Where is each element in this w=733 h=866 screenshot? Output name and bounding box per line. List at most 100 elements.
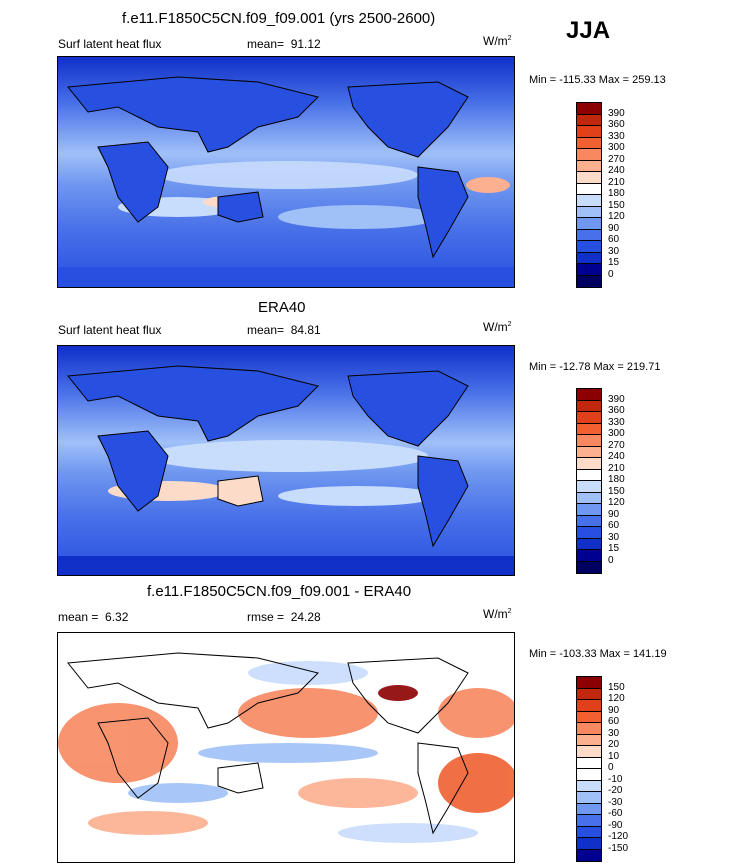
colorbar-tick-label: 330 — [608, 130, 625, 142]
colorbar-tick-label: -150 — [608, 842, 629, 854]
panel2-variable-label: Surf latent heat flux — [58, 323, 162, 337]
colorbar-swatch — [577, 264, 601, 276]
colorbar-tick-label: 120 — [608, 693, 625, 704]
panel2-colorbar — [576, 388, 602, 574]
colorbar-swatch — [577, 126, 601, 138]
colorbar-tick-label: 10 — [608, 750, 620, 762]
panel1-title: f.e11.F1850C5CN.f09_f09.001 (yrs 2500-26… — [122, 10, 436, 27]
colorbar-swatch — [577, 792, 601, 804]
colorbar-tick-label: 0 — [608, 762, 614, 773]
panel2-mean-label: mean= — [247, 323, 285, 337]
colorbar-tick-label: -90 — [608, 819, 623, 831]
panel3-units-exp: 2 — [507, 608, 512, 615]
panel1-mean-value: 91.12 — [290, 37, 321, 51]
colorbar-swatch — [577, 275, 601, 287]
panel3-rmse-label: rmse = — [247, 610, 285, 624]
colorbar-swatch — [577, 838, 601, 850]
panel3-map-svg — [58, 633, 514, 862]
colorbar-tick-label: 150 — [608, 485, 625, 497]
colorbar-swatch — [577, 481, 601, 493]
colorbar-swatch — [577, 458, 601, 470]
colorbar-swatch — [577, 803, 601, 815]
panel3-units: W/m2 — [483, 607, 512, 621]
panel1-units-base: W/m — [483, 34, 508, 48]
colorbar-tick-label: 60 — [608, 234, 620, 245]
colorbar-swatch — [577, 195, 601, 207]
colorbar-tick-label: 90 — [608, 222, 620, 234]
colorbar-swatch — [577, 504, 601, 516]
panel2-map — [57, 345, 515, 576]
panel3-units-base: W/m — [483, 607, 508, 621]
colorbar-swatch — [577, 734, 601, 746]
colorbar-tick-label: 30 — [608, 727, 620, 739]
panel3-title: f.e11.F1850C5CN.f09_f09.001 - ERA40 — [147, 583, 412, 600]
panel2-units-base: W/m — [483, 320, 508, 334]
colorbar-swatch — [577, 412, 601, 424]
colorbar-tick-label: 180 — [608, 474, 625, 485]
colorbar-tick-label: 120 — [608, 497, 625, 508]
panel1-variable-label: Surf latent heat flux — [58, 37, 162, 51]
colorbar-swatch — [577, 746, 601, 758]
colorbar-tick-label: -120 — [608, 831, 629, 842]
colorbar-swatch — [577, 688, 601, 700]
panel3-minmax: Min = -103.33 Max = 141.19 — [529, 648, 667, 660]
colorbar-tick-label: 270 — [608, 153, 625, 165]
colorbar-tick-label: 360 — [608, 119, 625, 130]
colorbar-tick-label: 240 — [608, 451, 625, 462]
colorbar-swatch — [577, 137, 601, 149]
colorbar-swatch — [577, 527, 601, 539]
panel3-colorbar — [576, 676, 602, 862]
colorbar-swatch — [577, 711, 601, 723]
colorbar-swatch — [577, 149, 601, 161]
panel3-map — [57, 632, 515, 863]
colorbar-swatch — [577, 172, 601, 184]
panel2-title: ERA40 — [258, 299, 306, 316]
panel1-mean-label: mean= — [247, 37, 285, 51]
colorbar-swatch — [577, 561, 601, 573]
colorbar-tick-label: 300 — [608, 428, 625, 439]
colorbar-tick-label: 300 — [608, 142, 625, 153]
panel1-units: W/m2 — [483, 34, 512, 48]
colorbar-swatch — [577, 780, 601, 792]
colorbar-swatch — [577, 252, 601, 264]
colorbar-swatch — [577, 538, 601, 550]
colorbar-swatch — [577, 218, 601, 230]
panel3-mean-value: 6.32 — [105, 610, 129, 624]
colorbar-swatch — [577, 114, 601, 126]
colorbar-tick-label: -10 — [608, 773, 623, 785]
colorbar-tick-label: 90 — [608, 704, 620, 716]
colorbar-swatch — [577, 183, 601, 195]
panel2-units-exp: 2 — [507, 321, 512, 328]
colorbar-swatch — [577, 400, 601, 412]
colorbar-swatch — [577, 389, 601, 401]
colorbar-tick-label: 30 — [608, 531, 620, 543]
colorbar-swatch — [577, 757, 601, 769]
colorbar-tick-label: 0 — [608, 554, 614, 566]
colorbar-tick-label: 120 — [608, 211, 625, 222]
colorbar-swatch — [577, 550, 601, 562]
panel2-minmax: Min = -12.78 Max = 219.71 — [529, 361, 661, 373]
colorbar-tick-label: 330 — [608, 416, 625, 428]
colorbar-tick-label: 90 — [608, 508, 620, 520]
panel1-mean: mean= 91.12 — [247, 37, 321, 51]
colorbar-tick-label: 270 — [608, 439, 625, 451]
colorbar-tick-label: 20 — [608, 739, 620, 750]
colorbar-swatch — [577, 677, 601, 689]
season-label: JJA — [566, 17, 611, 44]
panel2-mean: mean= 84.81 — [247, 323, 321, 337]
colorbar-tick-label: 180 — [608, 188, 625, 199]
colorbar-swatch — [577, 515, 601, 527]
panel1-map-svg — [58, 57, 514, 287]
colorbar-tick-label: 210 — [608, 462, 625, 474]
colorbar-tick-label: 60 — [608, 520, 620, 531]
colorbar-tick-label: 150 — [608, 199, 625, 211]
colorbar-swatch — [577, 229, 601, 241]
panel2-mean-value: 84.81 — [290, 323, 321, 337]
colorbar-tick-label: 60 — [608, 716, 620, 727]
colorbar-tick-label: 15 — [608, 543, 620, 554]
panel3-mean: mean = 6.32 — [58, 610, 128, 624]
colorbar-tick-label: -20 — [608, 785, 623, 796]
colorbar-swatch — [577, 492, 601, 504]
colorbar-swatch — [577, 446, 601, 458]
panel3-rmse-value: 24.28 — [290, 610, 321, 624]
